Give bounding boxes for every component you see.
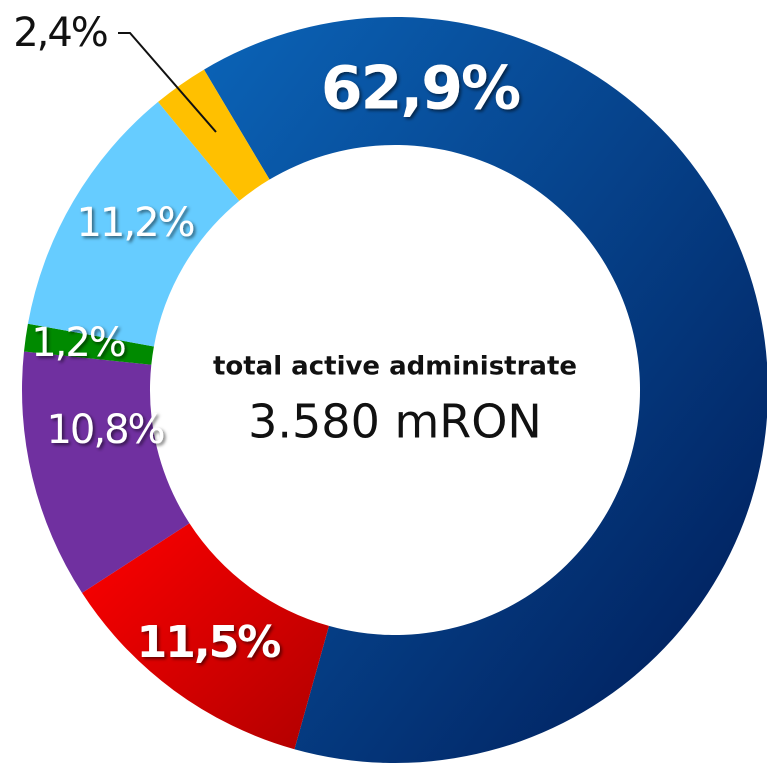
value-label: 62,9% xyxy=(321,54,520,124)
donut-slice xyxy=(82,523,329,750)
donut-slice xyxy=(204,17,767,763)
leader-line xyxy=(118,32,217,133)
donut-slice xyxy=(27,101,240,347)
donut-slice xyxy=(21,351,190,593)
donut-slice xyxy=(158,69,270,201)
value-label: 2,4% xyxy=(13,10,107,56)
value-label: 1,2% xyxy=(31,320,125,366)
value-label: 11,5% xyxy=(137,617,281,668)
center-value: 3.580 mRON xyxy=(248,395,542,449)
center-title: total active administrate xyxy=(213,352,577,382)
value-label: 11,2% xyxy=(76,200,193,246)
value-label: 10,8% xyxy=(46,407,163,453)
donut-slice xyxy=(23,323,154,365)
slices xyxy=(21,17,767,763)
